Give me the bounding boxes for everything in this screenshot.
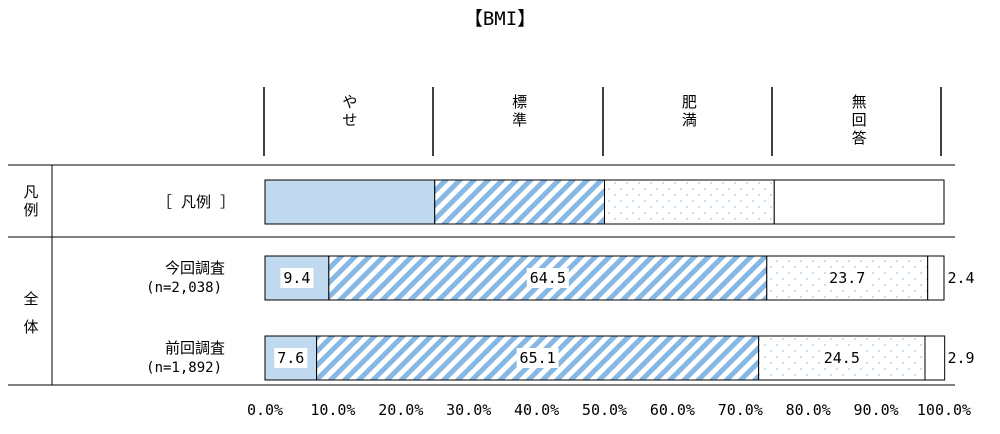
category-header-3-char-1: 回: [852, 111, 867, 129]
x-tick-label-8: 80.0%: [786, 401, 831, 419]
bar-segment-1-3: [924, 335, 946, 381]
x-tick-label-3: 30.0%: [446, 401, 491, 419]
x-tick-label-5: 50.0%: [582, 401, 627, 419]
data-label-0-1: 64.5: [530, 269, 566, 287]
data-label-bg-0-0: [280, 268, 314, 288]
data-label-0-3: 2.4: [947, 269, 974, 287]
category-header-0-char-1: せ: [342, 111, 357, 129]
data-label-bg-0-1: [526, 268, 569, 288]
row-label-0: 今回調査: [165, 259, 225, 277]
x-tick-label-9: 90.0%: [854, 401, 899, 419]
x-tick-label-4: 40.0%: [514, 401, 559, 419]
legend-group-char-1: 例: [23, 201, 38, 219]
overall-group-char-1: 体: [23, 318, 38, 336]
category-header-2-char-1: 満: [682, 111, 697, 129]
legend-segment-2: [604, 179, 775, 225]
data-label-1-3: 2.9: [947, 349, 974, 367]
category-header-3-char-0: 無: [852, 93, 867, 111]
x-tick-label-0: 0.0%: [247, 401, 283, 419]
data-label-bg-1-2: [820, 348, 863, 368]
category-header-1-char-1: 準: [512, 111, 527, 129]
data-label-bg-1-0: [274, 348, 308, 368]
row-sublabel-0: (n=2,038): [146, 280, 222, 296]
category-header-1-char-0: 標: [512, 93, 527, 111]
data-label-bg-0-2: [826, 268, 869, 288]
x-tick-label-6: 60.0%: [650, 401, 695, 419]
legend-group-char-0: 凡: [23, 183, 38, 201]
data-label-bg-1-1: [516, 348, 559, 368]
data-label-1-0: 7.6: [277, 349, 304, 367]
legend-segment-3: [773, 179, 945, 225]
category-header-0-char-0: や: [342, 93, 357, 111]
data-label-0-2: 23.7: [829, 269, 865, 287]
overall-group-char-0: 全: [23, 290, 38, 308]
chart-title: 【BMI】: [464, 8, 536, 30]
row-sublabel-1: (n=1,892): [146, 360, 222, 376]
x-tick-label-7: 70.0%: [718, 401, 763, 419]
legend-row-label: ［ 凡例 ］: [157, 193, 235, 211]
x-tick-label-10: 100.0%: [917, 401, 971, 419]
x-tick-label-1: 10.0%: [310, 401, 355, 419]
data-label-0-0: 9.4: [283, 269, 310, 287]
legend-segment-1: [434, 179, 605, 225]
row-label-1: 前回調査: [165, 339, 225, 357]
x-tick-label-2: 20.0%: [378, 401, 423, 419]
bar-segment-0-3: [927, 255, 945, 301]
category-header-2-char-0: 肥: [682, 93, 697, 111]
legend-segment-0: [264, 179, 436, 225]
category-header-3-char-2: 答: [852, 129, 867, 147]
data-label-1-1: 65.1: [520, 349, 556, 367]
data-label-1-2: 24.5: [824, 349, 860, 367]
